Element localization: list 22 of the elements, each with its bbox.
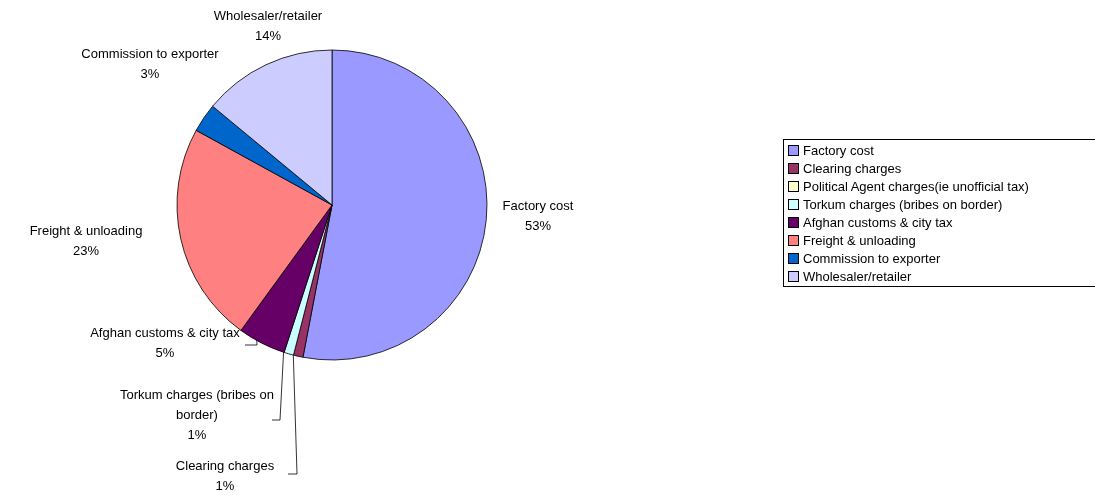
slice-label: Commission to exporter: [81, 46, 220, 61]
legend-label: Clearing charges: [803, 160, 902, 176]
slice-label: Clearing charges: [175, 458, 275, 473]
slice-label: Torkum charges (bribes on border): [120, 387, 274, 422]
data-label: 14%: [254, 28, 282, 43]
slice-label: Freight & unloading: [29, 223, 143, 238]
legend-label: Afghan customs & city tax: [803, 214, 953, 230]
slice-label: Factory cost: [502, 198, 574, 213]
legend-label: Factory cost: [803, 142, 874, 158]
legend-label: Commission to exporter: [803, 250, 941, 266]
data-label: 23%: [72, 243, 100, 258]
legend-label: Freight & unloading: [803, 232, 916, 248]
legend-label: Wholesaler/retailer: [803, 268, 912, 284]
data-label: 3%: [140, 66, 160, 81]
slice-label: Wholesaler/retailer: [213, 8, 323, 23]
data-label: 1%: [187, 427, 207, 442]
legend-label: Torkum charges (bribes on border): [803, 196, 1003, 212]
legend-label: Political Agent charges(ie unofficial tax): [803, 178, 1029, 194]
data-label: 5%: [155, 345, 175, 360]
data-label: 53%: [524, 218, 552, 233]
data-label: 1%: [215, 478, 235, 493]
slice-label: Afghan customs & city tax: [90, 325, 241, 340]
